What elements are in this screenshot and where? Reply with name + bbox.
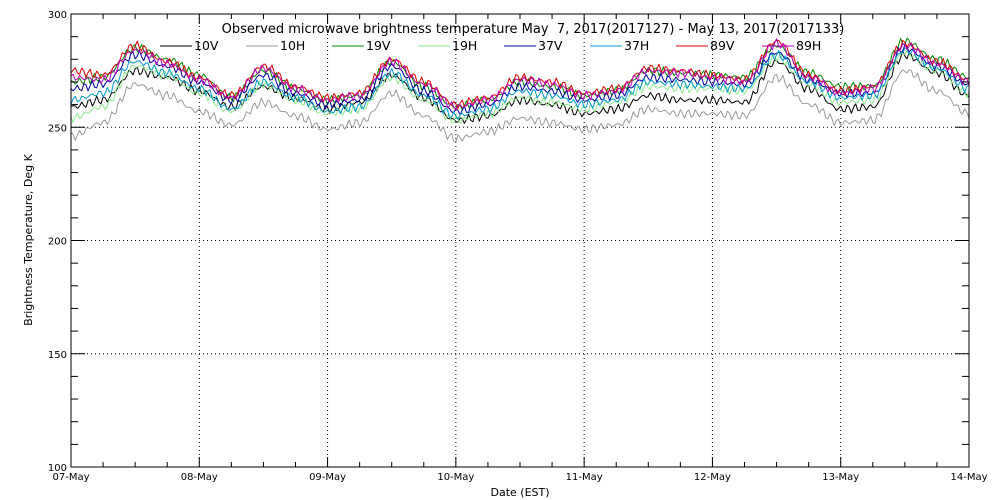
x-tick-label: 14-May xyxy=(950,472,987,483)
y-tick-label: 250 xyxy=(48,123,67,134)
legend-label-89v: 89V xyxy=(710,38,735,53)
series-line-19v xyxy=(70,37,970,111)
series-layer xyxy=(70,37,970,142)
series-line-10h xyxy=(70,69,970,142)
x-tick-label: 13-May xyxy=(822,472,859,483)
x-tick-label: 11-May xyxy=(566,472,603,483)
series-line-89h xyxy=(70,38,970,111)
x-tick-label: 07-May xyxy=(52,472,89,483)
legend-label-10h: 10H xyxy=(280,38,305,53)
legend-label-19v: 19V xyxy=(366,38,391,53)
x-axis-label: Date (EST) xyxy=(490,486,549,499)
series-line-19h xyxy=(70,50,970,124)
x-tick-label: 10-May xyxy=(437,472,474,483)
legend-label-37v: 37V xyxy=(538,38,563,53)
y-axis-label: Brightness Temperature, Deg K xyxy=(22,153,35,325)
tick-marks: 100 150 200 250 300 07-May 08-May 09-May 10-May 1… xyxy=(48,10,988,483)
chart-title: Observed microwave brightness temperatur… xyxy=(222,22,845,37)
x-tick-label: 09-May xyxy=(309,472,346,483)
y-tick-label: 150 xyxy=(48,350,67,361)
y-tick-label: 300 xyxy=(48,10,67,21)
x-tick-label: 12-May xyxy=(694,472,731,483)
y-tick-label: 100 xyxy=(48,463,67,474)
legend-label-19h: 19H xyxy=(452,38,477,53)
y-tick-label: 200 xyxy=(48,237,67,248)
legend-label-10v: 10V xyxy=(194,38,219,53)
x-tick-label: 08-May xyxy=(181,472,218,483)
legend: 10V 10H 19V 19H 37V 37H 89V 89H xyxy=(160,38,821,53)
series-line-37h xyxy=(70,47,970,120)
legend-label-89h: 89H xyxy=(796,38,821,53)
legend-label-37h: 37H xyxy=(624,38,649,53)
grid-lines xyxy=(71,14,969,467)
